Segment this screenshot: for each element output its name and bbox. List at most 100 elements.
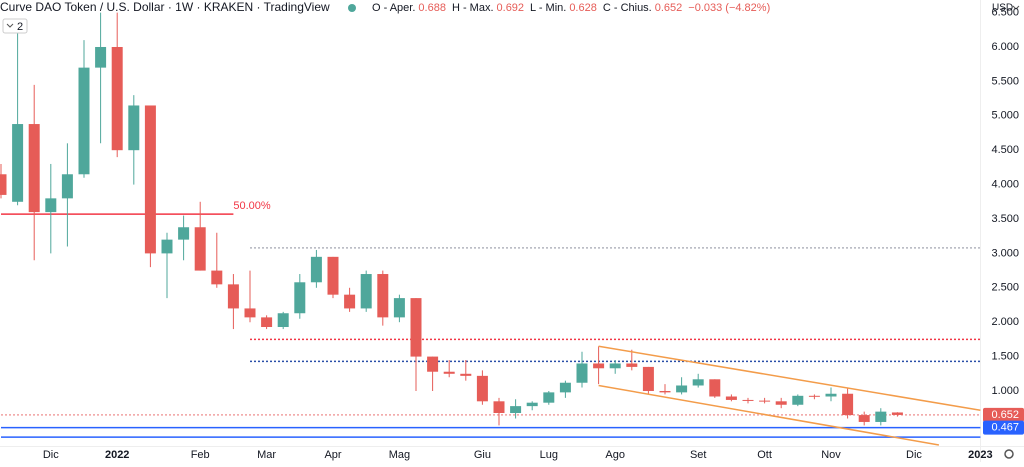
indicator-badge[interactable] — [2, 18, 28, 34]
legend-label: C - Chius. — [603, 2, 652, 14]
candle-body — [61, 174, 73, 199]
candle-body — [410, 298, 422, 357]
candle-body — [510, 406, 522, 414]
candle-body — [460, 373, 472, 376]
candle-body — [211, 270, 223, 285]
candle-body — [310, 256, 322, 283]
y-tick-label: 4.500 — [991, 144, 1019, 156]
settings-icon[interactable] — [1004, 449, 1014, 459]
y-tick-label: 5.000 — [991, 110, 1019, 122]
legend-value: 0.652 — [655, 2, 683, 14]
x-tick-label: Mag — [389, 449, 410, 461]
y-tick-label: 4.000 — [991, 178, 1019, 190]
candle-body — [95, 46, 107, 68]
candle-body — [543, 392, 555, 403]
candle-body — [593, 363, 605, 369]
candle-body — [294, 282, 306, 314]
y-tick-label: 6.500 — [991, 6, 1019, 18]
indicator-count: 2 — [17, 21, 23, 33]
chart-title: Curve DAO Token / U.S. Dollar · 1W · KRA… — [0, 0, 330, 14]
candle-body — [626, 363, 638, 367]
x-tick-label: 2023 — [968, 449, 992, 461]
y-tick-label: 5.500 — [991, 75, 1019, 87]
candle-body — [427, 356, 439, 372]
x-tick-label: Giu — [474, 449, 491, 461]
trend-line — [598, 384, 940, 446]
candle-body — [875, 411, 887, 422]
candle-body — [194, 227, 206, 271]
candle-body — [775, 401, 787, 405]
candle-body — [759, 400, 771, 402]
candle-body — [45, 198, 57, 213]
y-tick-label: 3.500 — [991, 213, 1019, 225]
candle-body — [344, 294, 356, 309]
candle-body — [0, 174, 7, 195]
y-tick-label: 3.000 — [991, 247, 1019, 259]
candle-body — [12, 124, 24, 202]
candle-body — [161, 239, 173, 254]
candle-body — [111, 46, 123, 151]
level-label: 50.00% — [233, 200, 271, 212]
candle-body — [476, 375, 488, 402]
legend-label: H - Max. — [452, 2, 494, 14]
candle-body — [891, 412, 903, 415]
x-tick-label: Ott — [757, 449, 772, 461]
candle-body — [808, 395, 820, 397]
x-tick-label: Feb — [191, 449, 210, 461]
candle-body — [78, 67, 90, 175]
candle-body — [28, 124, 40, 213]
x-tick-label: Dic — [906, 449, 922, 461]
y-tick-label: 6.000 — [991, 41, 1019, 53]
candle-body — [327, 256, 339, 295]
legend-value: 0.628 — [569, 2, 597, 14]
currency[interactable]: USD — [992, 3, 1013, 14]
ohlc-legend: O - Aper. 0.688 H - Max. 0.692 L - Min. 0.628… — [372, 2, 770, 14]
candle-body — [709, 379, 721, 397]
x-tick-label: 2022 — [105, 449, 129, 461]
trend-line — [598, 345, 981, 411]
legend-change: −0.033 (−4.82%) — [688, 2, 770, 14]
price-tag — [983, 420, 1024, 435]
x-tick-label: Lug — [540, 449, 558, 461]
candle-body — [676, 385, 688, 393]
x-tick-label: Dic — [43, 449, 59, 461]
legend-label: L - Min. — [530, 2, 566, 14]
candle-body — [493, 401, 505, 414]
candle-body — [261, 317, 273, 328]
x-tick-label: Ago — [605, 449, 625, 461]
legend-value: 0.692 — [497, 2, 525, 14]
price-tag-label: 0.467 — [991, 422, 1019, 434]
candle-body — [393, 298, 405, 318]
x-tick-label: Apr — [324, 449, 341, 461]
status-dot — [348, 4, 356, 12]
candle-body — [144, 105, 156, 254]
candle-body — [825, 393, 837, 397]
y-tick-label: 2.500 — [991, 282, 1019, 294]
candle-body — [742, 399, 754, 401]
candle-body — [725, 396, 737, 400]
candle-body — [244, 308, 256, 318]
legend-value: 0.688 — [418, 2, 446, 14]
candle-body — [692, 379, 704, 386]
candle-body — [842, 393, 854, 416]
candle-body — [858, 415, 870, 422]
candle-body — [576, 363, 588, 383]
candle-body — [227, 284, 239, 309]
candle-body — [659, 390, 671, 393]
y-tick-label: 1.000 — [991, 385, 1019, 397]
candle-body — [377, 274, 389, 318]
x-tick-label: Mar — [257, 449, 276, 461]
y-tick-label: 1.500 — [991, 350, 1019, 362]
candle-body — [360, 274, 372, 309]
candle-body — [277, 313, 289, 328]
chevron — [1012, 5, 1020, 10]
candle-body — [792, 395, 804, 405]
candle-body — [559, 382, 571, 393]
candle-body — [609, 363, 621, 369]
plot: 50.00% — [0, 12, 981, 446]
x-tick-label: Nov — [821, 449, 841, 461]
x-tick-label: Set — [690, 449, 707, 461]
price-tag-label: 0.652 — [991, 409, 1019, 421]
price-tag — [983, 407, 1024, 422]
